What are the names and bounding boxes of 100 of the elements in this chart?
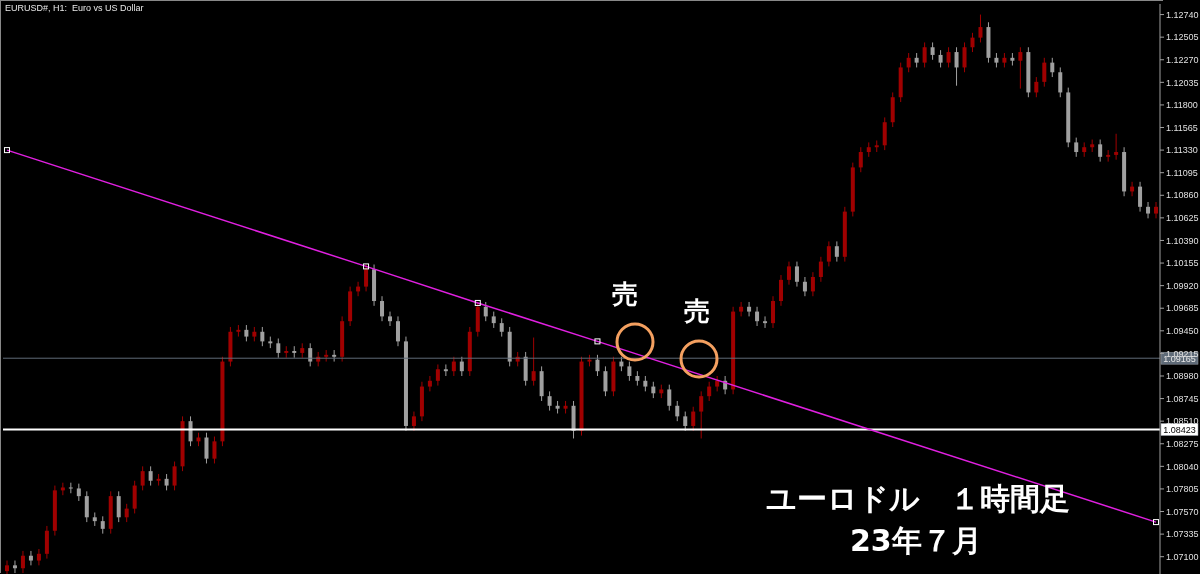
y-tick-label: 1.07100 <box>1166 551 1199 562</box>
candlestick <box>675 400 680 422</box>
candlestick <box>778 274 783 307</box>
candlestick <box>435 363 440 387</box>
y-tick-label: 1.09685 <box>1166 303 1199 314</box>
y-tick-label: 1.10860 <box>1166 190 1199 201</box>
candlestick <box>459 356 464 377</box>
candlestick <box>802 276 807 297</box>
candlestick <box>1058 66 1063 98</box>
candlestick <box>12 560 17 574</box>
y-tick-label: 1.07570 <box>1166 506 1199 517</box>
candlestick <box>427 375 432 392</box>
candlestick <box>260 326 265 347</box>
candlestick <box>172 461 177 491</box>
candlestick <box>826 240 831 267</box>
candlestick <box>1050 57 1055 78</box>
candlestick <box>1138 181 1143 213</box>
candlestick <box>699 390 704 439</box>
candlestick <box>946 46 951 68</box>
candlestick <box>834 240 839 263</box>
point <box>594 338 601 345</box>
candlestick <box>755 306 760 327</box>
candlestick <box>547 390 552 412</box>
y-tick-label: 1.07335 <box>1166 529 1199 540</box>
candlestick <box>499 317 504 338</box>
candlestick <box>818 256 823 283</box>
candlestick <box>978 14 983 43</box>
candlestick <box>683 411 688 432</box>
candlestick <box>20 550 25 574</box>
candlestick <box>1106 149 1111 163</box>
point <box>474 299 481 306</box>
candlestick <box>1098 139 1103 163</box>
candlestick <box>786 261 791 286</box>
candlestick <box>451 356 456 377</box>
candlestick <box>483 301 488 322</box>
candlestick <box>204 432 209 464</box>
candlestick <box>858 146 863 173</box>
y-tick-label: 1.10390 <box>1166 235 1199 246</box>
candlestick <box>1042 57 1047 88</box>
y-tick-label: 1.09920 <box>1166 280 1199 291</box>
candlestick <box>388 311 393 327</box>
chart-title: EURUSD#, H1: Euro vs US Dollar <box>5 3 144 13</box>
candlestick <box>810 271 815 297</box>
candlestick <box>531 337 536 387</box>
candlestick <box>906 52 911 73</box>
candlestick <box>667 384 672 412</box>
candlestick <box>308 342 313 367</box>
candlestick <box>1114 133 1119 161</box>
candlestick <box>1146 201 1151 219</box>
candlestick <box>276 338 281 359</box>
y-tick-label: 1.10155 <box>1166 258 1199 269</box>
y-tick-label: 1.11565 <box>1166 122 1198 133</box>
point <box>3 147 10 154</box>
y-tick-label: 1.12505 <box>1166 32 1199 43</box>
candlestick <box>882 116 887 151</box>
candlestick <box>212 436 217 464</box>
candlestick <box>707 381 712 402</box>
annotation: ユーロドル １時間足 <box>766 481 1070 516</box>
candlestick <box>603 365 608 397</box>
candlestick <box>443 363 448 377</box>
candlestick <box>970 32 975 53</box>
y-tick-label: 1.11330 <box>1166 145 1198 156</box>
candlestick <box>747 301 752 317</box>
candlestick <box>380 295 385 322</box>
candlestick <box>395 315 400 347</box>
y-tick-label: 1.08980 <box>1166 371 1199 382</box>
candlestick <box>954 46 959 87</box>
candlestick <box>44 525 49 560</box>
candlestick <box>60 482 65 496</box>
candlestick <box>132 480 137 514</box>
candlestick <box>1034 76 1039 98</box>
candlestick <box>763 315 768 329</box>
y-tick-label: 1.08040 <box>1166 461 1199 472</box>
y-tick-label: 1.08745 <box>1166 393 1199 404</box>
candlestick <box>627 361 632 382</box>
y-tick-label: 1.12035 <box>1166 77 1199 88</box>
y-tick-label: 1.10625 <box>1166 213 1199 224</box>
candlestick <box>1018 46 1023 90</box>
candlestick <box>36 548 41 566</box>
annotation: 売 <box>612 279 638 309</box>
candlestick <box>28 550 33 566</box>
y-tick-label: 1.11095 <box>1166 167 1198 178</box>
y-tick-label: 1.12740 <box>1166 9 1199 20</box>
candlestick <box>794 261 799 288</box>
candlestick <box>1074 137 1079 158</box>
candlestick <box>922 41 927 68</box>
y-tick-label: 1.07805 <box>1166 484 1199 495</box>
candlestick <box>84 490 89 523</box>
candlestick <box>691 406 696 432</box>
candlestick <box>771 295 776 329</box>
candlestick <box>595 354 600 377</box>
candlestick <box>116 490 121 523</box>
point <box>1153 519 1160 526</box>
y-tick-label: 1.11800 <box>1166 100 1198 111</box>
candlestick <box>148 465 153 487</box>
annotation: 23年７月 <box>850 523 982 558</box>
candlestick <box>364 263 369 292</box>
candlestick <box>962 41 967 73</box>
y-tick-label: 1.12270 <box>1166 54 1199 65</box>
y-tick-label: 1.09450 <box>1166 326 1199 337</box>
